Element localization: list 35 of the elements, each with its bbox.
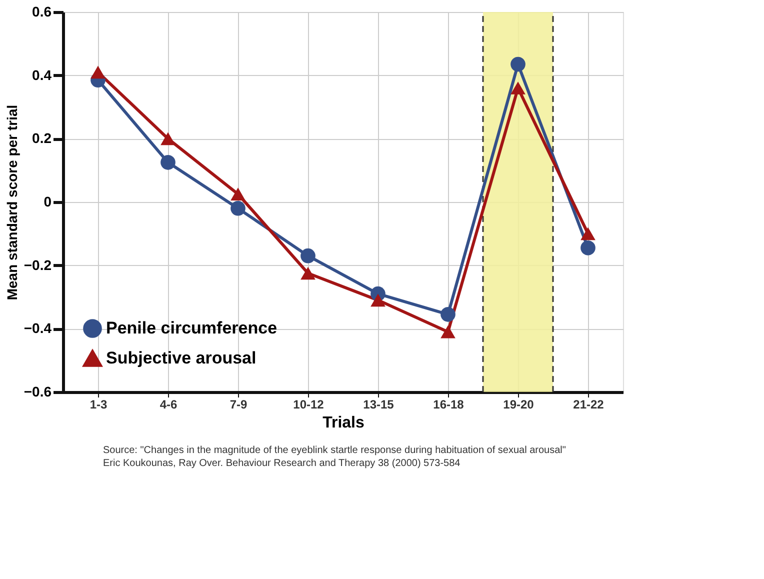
- point: [160, 155, 176, 170]
- point: [580, 227, 596, 240]
- point: [370, 294, 386, 307]
- x-tick-label: 10-12: [293, 398, 324, 412]
- point: [440, 307, 456, 322]
- source-note: Source: "Changes in the magnitude of the eyeblink startle response during habituation of sexual arousal": [103, 445, 566, 456]
- y-tick-label: 0.6: [32, 4, 52, 20]
- y-tick-label: 0.2: [32, 130, 52, 146]
- point: [160, 132, 176, 146]
- point: [510, 56, 526, 72]
- y-tick-label: −0.4: [24, 320, 52, 336]
- y-axis-title: Mean standard score per trial: [4, 104, 20, 300]
- point: [580, 240, 596, 256]
- x-tick-label: 13-15: [363, 398, 394, 412]
- x-tick-label: 7-9: [230, 398, 248, 412]
- text: Eric Koukounas, Ray Over. Behaviour Research and Therapy 38 (2000) 573-584: [103, 458, 461, 469]
- y-tick-label: −0.2: [24, 256, 52, 273]
- y-tick-label: −0.6: [24, 384, 52, 400]
- x-tick-label: 19-20: [503, 398, 534, 412]
- x-tick-label: 1-3: [90, 398, 108, 412]
- x-tick-label: 4-6: [160, 398, 178, 412]
- y-tick-label: 0.4: [32, 66, 52, 83]
- x-axis-title: Trials: [322, 414, 364, 432]
- point: [300, 248, 316, 264]
- x-tick-label: 21-22: [573, 398, 604, 412]
- point: [510, 82, 526, 94]
- point: [230, 188, 246, 201]
- point: [440, 325, 456, 338]
- legend-label: Penile circumference: [106, 318, 278, 338]
- y-tick-label: 0: [44, 194, 52, 210]
- legend-label: Subjective arousal: [106, 348, 256, 368]
- point: [230, 200, 246, 216]
- x-tick-label: 16-18: [433, 398, 464, 412]
- point: [90, 66, 106, 79]
- point: [300, 266, 316, 280]
